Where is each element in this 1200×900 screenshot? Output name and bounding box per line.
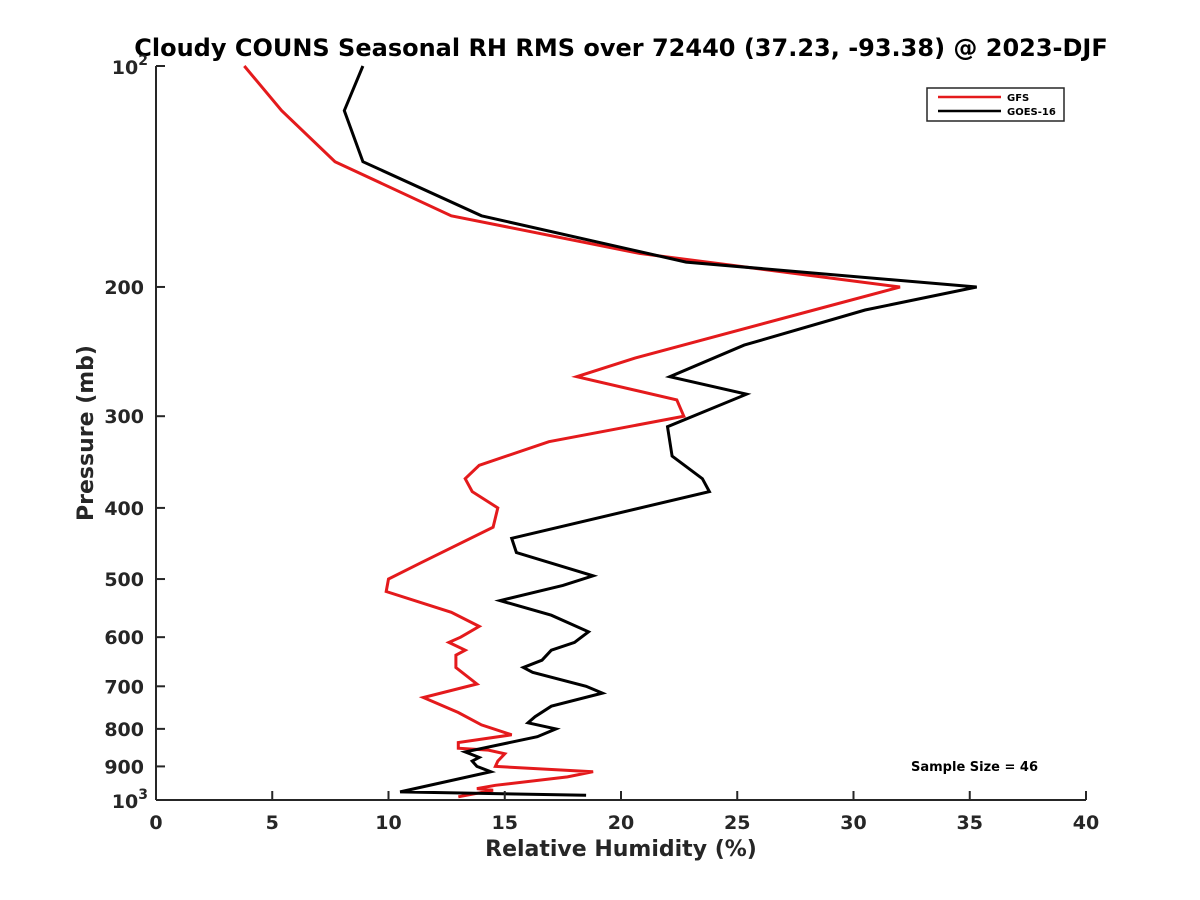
legend-label-goes16: GOES-16 [1007, 107, 1056, 118]
legend: GFS GOES-16 [926, 87, 1065, 122]
x-tick-label: 5 [266, 812, 279, 834]
x-tick-label: 35 [957, 812, 983, 834]
chart-title: Cloudy COUNS Seasonal RH RMS over 72440 … [134, 34, 1108, 62]
x-tick-label: 20 [608, 812, 634, 834]
legend-box [926, 87, 1065, 122]
x-tick-label: 25 [724, 812, 750, 834]
y-tick-label: 500 [104, 569, 144, 591]
y-tick-label: 600 [104, 627, 144, 649]
y-ticks: 200 300 400 500 600 700 800 900 102 103 [104, 53, 165, 813]
series-line-gfs [243, 65, 901, 799]
x-tick-label: 0 [149, 812, 162, 834]
sample-size-annotation: Sample Size = 46 [911, 760, 1038, 775]
y-tick-label: 700 [104, 676, 144, 698]
legend-label-gfs: GFS [1007, 93, 1029, 104]
y-axis-label: Pressure (mb) [74, 345, 99, 521]
y-tick-label: 400 [104, 498, 144, 520]
y-tick-label: 300 [104, 406, 144, 428]
x-tick-label: 10 [375, 812, 401, 834]
series-layer [243, 65, 978, 799]
x-axis-label: Relative Humidity (%) [485, 837, 757, 862]
x-tick-label: 15 [492, 812, 518, 834]
x-tick-label: 30 [840, 812, 866, 834]
y-tick-label: 800 [104, 719, 144, 741]
y-tick-label: 200 [104, 277, 144, 299]
series-line-goes16 [342, 65, 978, 797]
x-ticks: 0 5 10 15 20 25 30 35 40 [149, 791, 1099, 834]
y-tick-label-power: 103 [112, 787, 148, 813]
y-tick-label: 900 [104, 756, 144, 778]
x-tick-label: 40 [1073, 812, 1099, 834]
y-tick-label-power: 102 [112, 53, 148, 79]
